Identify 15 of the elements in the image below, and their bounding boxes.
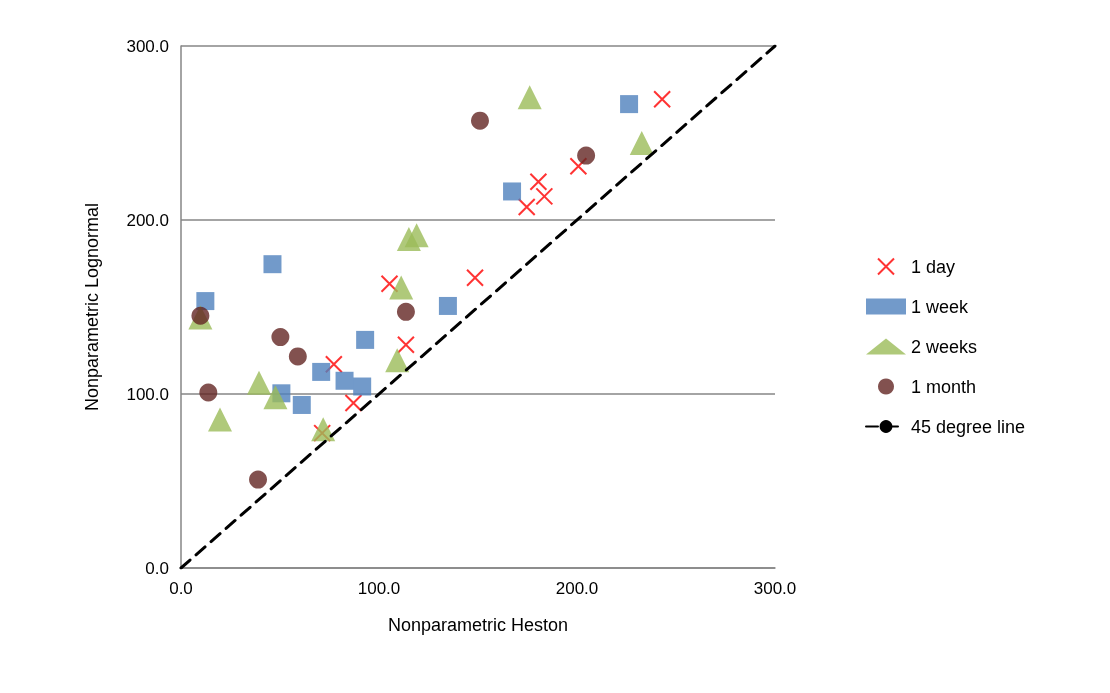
y-tick-label: 300.0: [126, 36, 169, 56]
x-tick-label: 300.0: [753, 579, 797, 598]
legend-label: 1 day: [911, 256, 956, 277]
legend-label: 1 month: [911, 376, 977, 397]
y-tick-label: 100.0: [126, 384, 169, 404]
legend-label: 2 weeks: [911, 336, 978, 357]
x-tick-label: 0.0: [169, 579, 193, 598]
y-tick-label: 200.0: [126, 210, 169, 230]
legend-label: 45 degree line: [911, 416, 1026, 437]
legend-label: 1 week: [911, 296, 970, 317]
x-tick-label: 100.0: [357, 579, 401, 598]
y-tick-label: 0.0: [145, 558, 169, 578]
x-axis-title: Nonparametric Heston: [387, 615, 569, 635]
y-axis-title: Nonparametric Lognormal: [82, 202, 102, 412]
x-tick-label: 200.0: [555, 579, 599, 598]
